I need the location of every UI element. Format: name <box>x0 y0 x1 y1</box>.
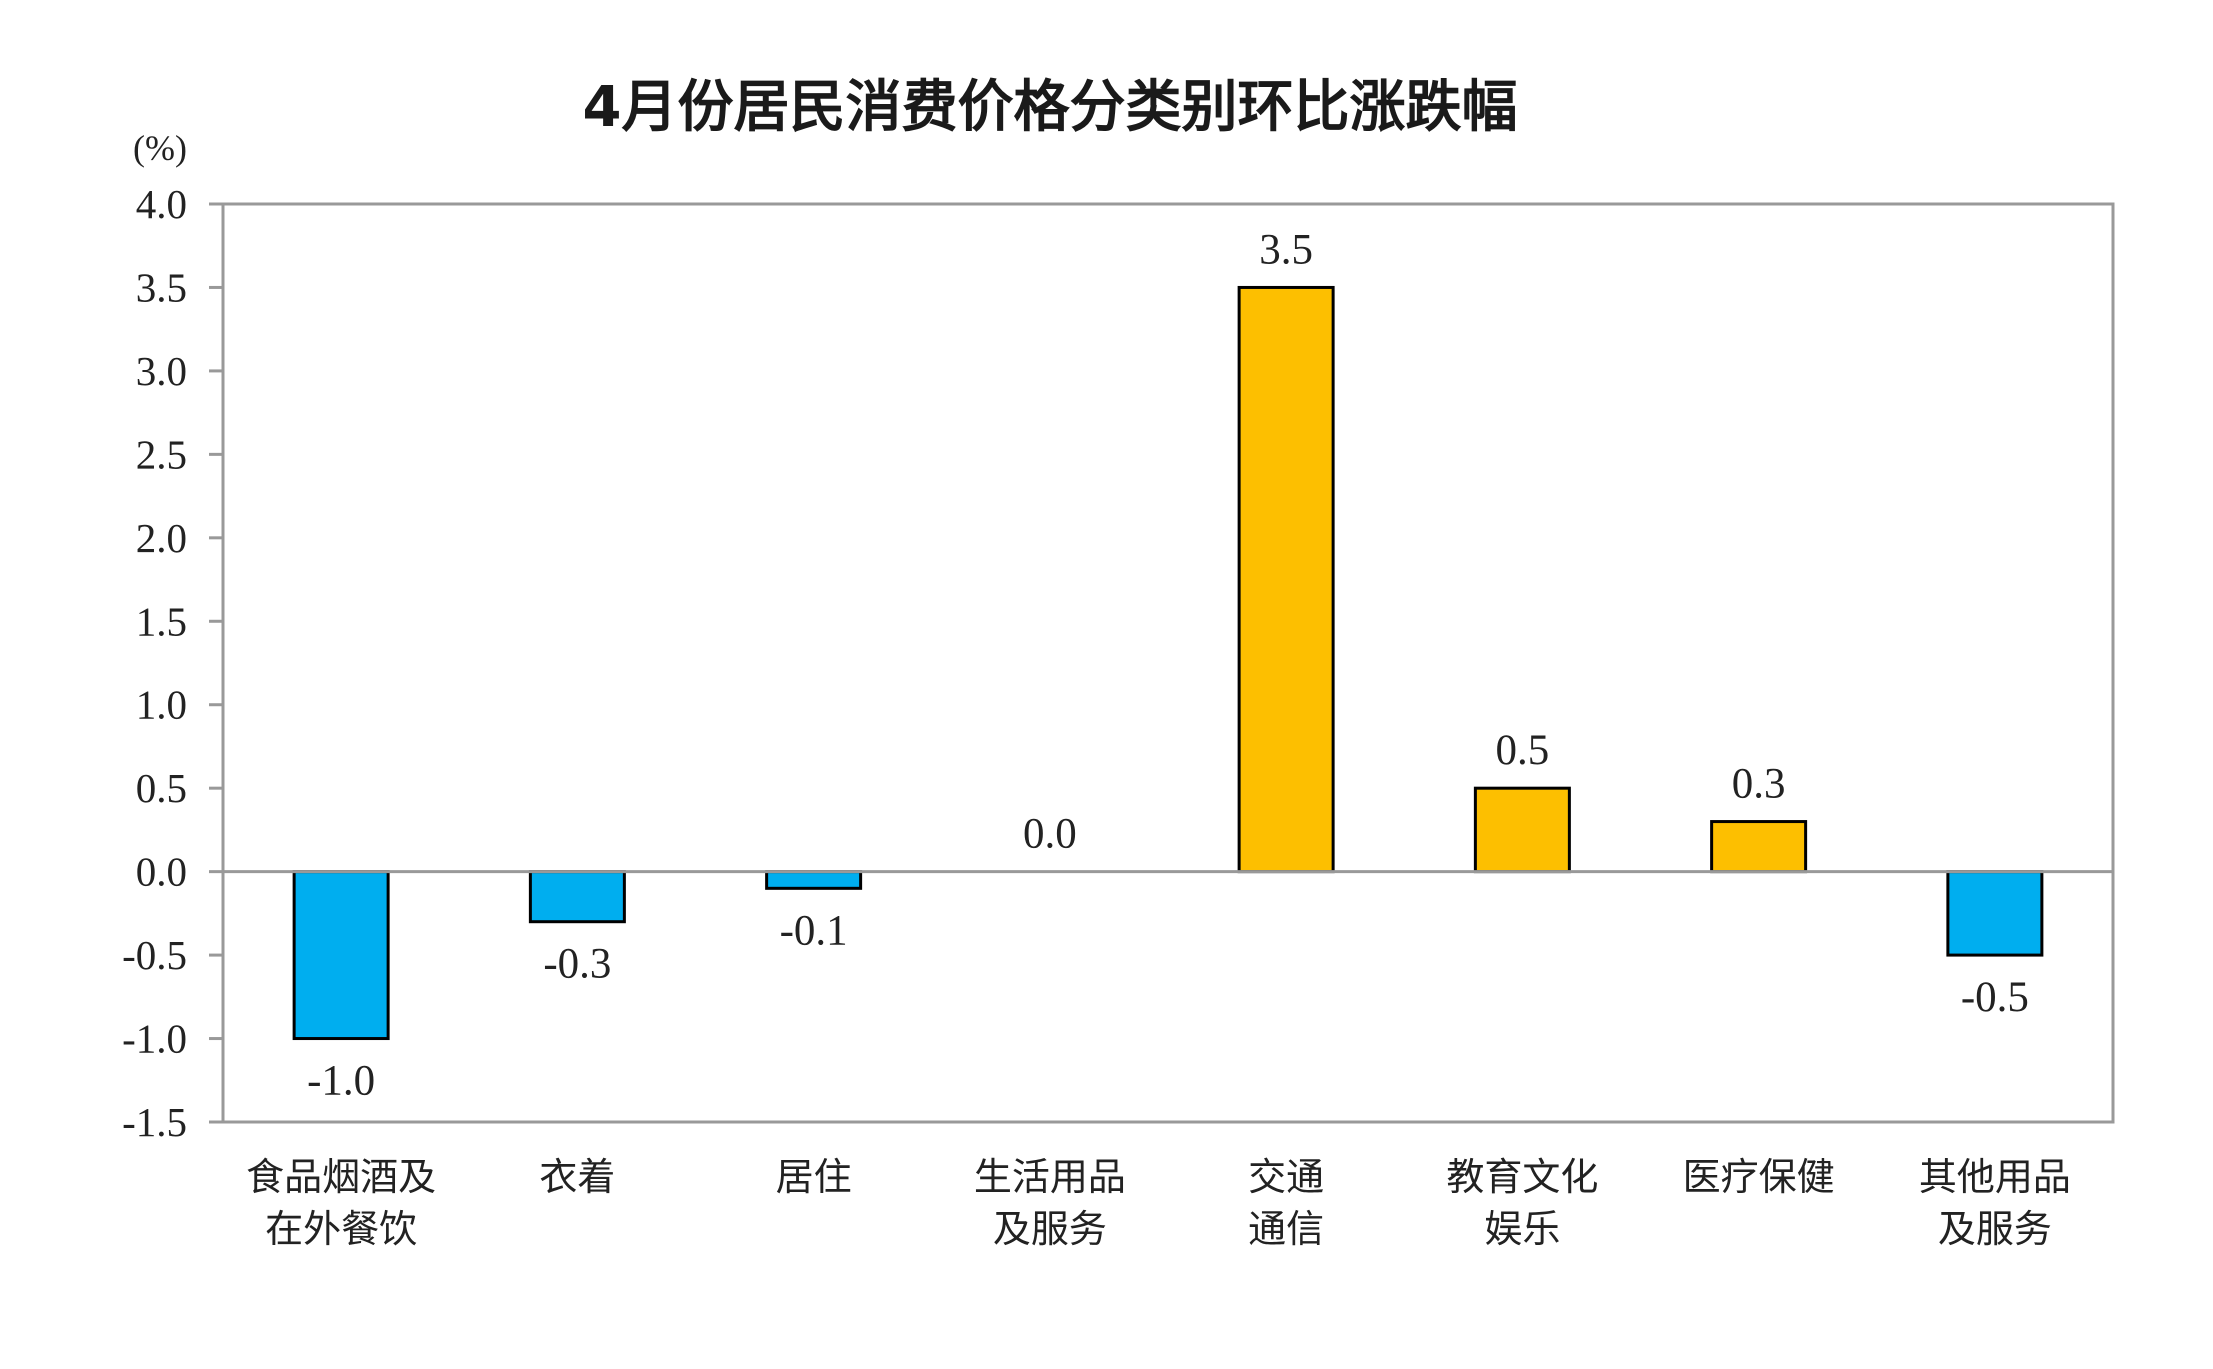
data-label: 0.3 <box>1732 761 1786 808</box>
data-label: -1.0 <box>307 1058 375 1105</box>
chart-title: 4月份居民消费价格分类别环比涨跌幅 <box>583 75 1518 140</box>
data-label: -0.5 <box>1961 974 2029 1021</box>
y-tick-label: 3.5 <box>136 264 187 310</box>
x-tick-label: 教育文化 <box>1446 1155 1598 1199</box>
bar <box>1710 820 1808 874</box>
bars <box>292 285 2044 1041</box>
y-axis-ticks: 4.0 3.5 3.0 2.5 2.0 1.5 1.0 0.5 0.0 -0.5 -1.0 -1.5 <box>122 181 223 1145</box>
data-label: 0.0 <box>1023 811 1077 858</box>
x-tick-label: 居住 <box>776 1155 852 1199</box>
y-tick-label: 1.0 <box>136 682 187 728</box>
y-tick-label: 0.0 <box>136 849 187 895</box>
bar <box>1473 786 1571 874</box>
data-label: 0.5 <box>1496 727 1550 774</box>
y-tick-label: -1.0 <box>122 1016 187 1062</box>
x-tick-label: 交通 <box>1248 1155 1324 1199</box>
y-tick-label: 1.5 <box>136 598 187 644</box>
data-label: -0.1 <box>780 907 848 954</box>
bar <box>1237 285 1335 874</box>
y-tick-label: 2.0 <box>136 515 187 561</box>
y-tick-label: -0.5 <box>122 932 187 978</box>
x-tick-label: 娱乐 <box>1484 1207 1560 1251</box>
x-tick-label: 生活用品 <box>974 1155 1126 1199</box>
y-tick-label: 2.5 <box>136 431 187 477</box>
y-tick-label: -1.5 <box>122 1099 187 1145</box>
x-tick-label: 在外餐饮 <box>265 1207 417 1251</box>
x-tick-label: 及服务 <box>1938 1207 2052 1251</box>
value-labels: -1.0 -0.3 -0.1 0.0 3.5 0.5 0.3 -0.5 <box>307 226 2029 1104</box>
bar <box>765 870 863 890</box>
bar <box>292 870 390 1041</box>
x-tick-label: 其他用品 <box>1919 1155 2071 1199</box>
y-axis-unit: (%) <box>133 128 187 168</box>
data-label: -0.3 <box>543 941 611 988</box>
y-tick-label: 3.0 <box>136 348 187 394</box>
data-label: 3.5 <box>1259 226 1313 273</box>
x-tick-label: 衣着 <box>539 1155 615 1199</box>
x-tick-label: 通信 <box>1248 1207 1324 1251</box>
y-tick-label: 0.5 <box>136 765 187 811</box>
bar <box>1946 870 2044 957</box>
bar <box>528 870 626 924</box>
plot-area-frame <box>221 202 2115 1124</box>
y-tick-label: 4.0 <box>136 181 187 227</box>
x-tick-label: 及服务 <box>993 1207 1107 1251</box>
x-tick-label: 医疗保健 <box>1683 1155 1835 1199</box>
x-tick-label: 食品烟酒及 <box>246 1155 436 1199</box>
